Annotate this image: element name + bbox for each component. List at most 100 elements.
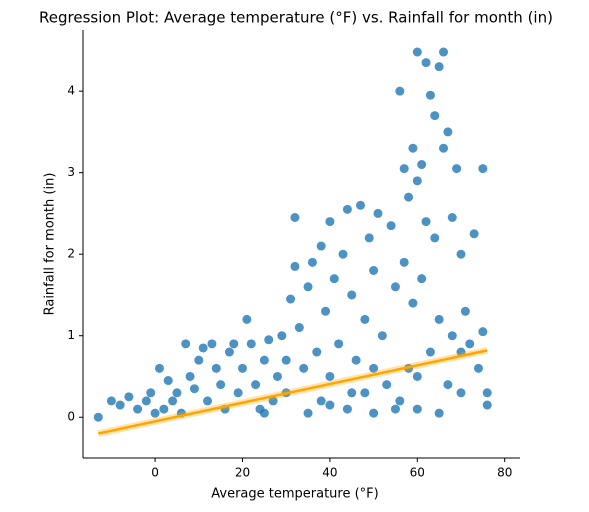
scatter-point xyxy=(347,290,357,300)
scatter-point xyxy=(150,408,160,418)
scatter-point xyxy=(342,204,352,214)
scatter-point xyxy=(259,355,269,365)
scatter-point xyxy=(268,396,278,406)
scatter-point xyxy=(469,229,479,239)
scatter-point xyxy=(347,388,357,398)
scatter-point xyxy=(124,392,134,402)
scatter-point xyxy=(417,160,427,170)
scatter-point xyxy=(312,347,322,357)
scatter-point xyxy=(478,327,488,337)
scatter-point xyxy=(408,298,418,308)
scatter-point xyxy=(168,396,178,406)
scatter-point xyxy=(93,412,103,422)
scatter-point xyxy=(238,363,248,373)
y-tick-label: 1 xyxy=(67,328,75,342)
scatter-point xyxy=(281,355,291,365)
y-tick-label: 0 xyxy=(67,410,75,424)
x-tick-label: 60 xyxy=(410,466,425,480)
scatter-point xyxy=(443,127,453,137)
scatter-point xyxy=(246,339,256,349)
scatter-point xyxy=(338,249,348,259)
scatter-point xyxy=(286,294,296,304)
y-tick-label: 4 xyxy=(67,84,75,98)
scatter-point xyxy=(146,388,156,398)
scatter-point xyxy=(390,282,400,292)
scatter-point xyxy=(185,371,195,381)
scatter-point xyxy=(412,176,422,186)
scatter-point xyxy=(482,400,492,410)
scatter-point xyxy=(277,331,287,341)
scatter-point xyxy=(395,86,405,96)
scatter-point xyxy=(465,339,475,349)
scatter-point xyxy=(325,217,335,227)
scatter-point xyxy=(382,380,392,390)
scatter-point xyxy=(456,388,466,398)
scatter-point xyxy=(369,363,379,373)
scatter-point xyxy=(447,331,457,341)
scatter-point xyxy=(242,314,252,324)
y-tick-label: 3 xyxy=(67,165,75,179)
scatter-point xyxy=(412,47,422,57)
x-axis-label: Average temperature (°F) xyxy=(211,487,378,502)
scatter-point xyxy=(342,404,352,414)
scatter-point xyxy=(198,343,208,353)
scatter-point xyxy=(172,388,182,398)
scatter-point xyxy=(408,143,418,153)
scatter-point xyxy=(334,339,344,349)
scatter-point xyxy=(229,339,239,349)
scatter-point xyxy=(264,335,274,345)
scatter-point xyxy=(360,388,370,398)
scatter-point xyxy=(303,408,313,418)
scatter-point xyxy=(189,384,199,394)
scatter-point xyxy=(373,208,383,218)
y-axis-label: Rainfall for month (in) xyxy=(43,173,58,316)
scatter-point xyxy=(355,200,365,210)
x-tick-label: 40 xyxy=(322,466,337,480)
scatter-point xyxy=(307,257,317,267)
scatter-point xyxy=(452,164,462,174)
scatter-point xyxy=(321,306,331,316)
scatter-point xyxy=(390,404,400,414)
scatter-point xyxy=(443,380,453,390)
scatter-point xyxy=(434,314,444,324)
scatter-point xyxy=(106,396,116,406)
scatter-point xyxy=(377,331,387,341)
scatter-point xyxy=(290,261,300,271)
scatter-point xyxy=(434,408,444,418)
scatter-point xyxy=(259,408,269,418)
scatter-point xyxy=(329,274,339,284)
scatter-point xyxy=(163,376,173,386)
x-tick-label: 80 xyxy=(497,466,512,480)
scatter-point xyxy=(207,339,217,349)
chart-title: Regression Plot: Average temperature (°F… xyxy=(39,9,553,27)
scatter-point xyxy=(434,62,444,72)
scatter-point xyxy=(294,323,304,333)
scatter-point xyxy=(421,217,431,227)
scatter-point xyxy=(425,90,435,100)
scatter-point xyxy=(159,404,169,414)
scatter-point xyxy=(211,363,221,373)
scatter-point xyxy=(412,371,422,381)
scatter-point xyxy=(430,233,440,243)
scatter-point xyxy=(181,339,191,349)
scatter-point xyxy=(216,380,226,390)
scatter-point xyxy=(303,282,313,292)
scatter-point xyxy=(473,363,483,373)
regression-line xyxy=(98,349,488,435)
scatter-point xyxy=(325,400,335,410)
scatter-point xyxy=(233,388,243,398)
y-tick-label: 2 xyxy=(67,247,75,261)
scatter-point xyxy=(154,363,164,373)
scatter-point xyxy=(316,241,326,251)
x-tick-label: 20 xyxy=(235,466,250,480)
scatter-point xyxy=(478,164,488,174)
scatter-point xyxy=(395,396,405,406)
scatter-point xyxy=(430,111,440,121)
scatter-point xyxy=(386,221,396,231)
scatter-point xyxy=(412,404,422,414)
scatter-point xyxy=(460,306,470,316)
scatter-point xyxy=(421,58,431,68)
scatter-point xyxy=(316,396,326,406)
scatter-point xyxy=(251,380,261,390)
